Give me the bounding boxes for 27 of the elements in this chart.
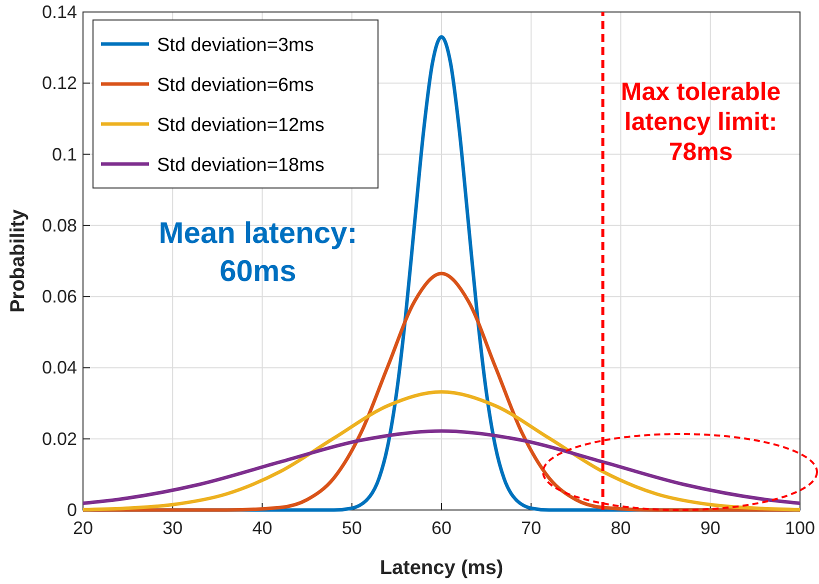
x-tick-label: 100 xyxy=(784,518,816,538)
x-tick-label: 30 xyxy=(162,518,183,538)
y-axis-title: Probability xyxy=(7,208,29,313)
annotation: Mean latency: 60ms xyxy=(158,217,358,288)
y-tick-label: 0.1 xyxy=(52,144,77,164)
ref-line-label: Max tolerable latency limit: 78ms xyxy=(620,78,781,166)
legend-label: Std deviation=6ms xyxy=(157,75,314,96)
legend-label: Std deviation=12ms xyxy=(157,115,324,136)
y-tick-label: 0.06 xyxy=(42,286,77,307)
y-tick-label: 0.02 xyxy=(42,428,77,449)
y-tick-label: 0.08 xyxy=(42,215,77,236)
x-tick-label: 80 xyxy=(610,518,631,538)
x-tick-label: 90 xyxy=(700,518,720,538)
x-tick-label: 60 xyxy=(431,518,452,538)
x-axis-title: Latency (ms) xyxy=(380,557,504,579)
y-tick-label: 0.14 xyxy=(42,2,77,22)
legend-label: Std deviation=3ms xyxy=(157,35,314,56)
x-tick-label: 20 xyxy=(72,518,94,538)
x-tick-label: 70 xyxy=(521,518,542,538)
line-series xyxy=(81,429,802,505)
y-tick-label: 0.12 xyxy=(42,73,77,94)
x-tick-label: 40 xyxy=(252,518,272,538)
x-tick-label: 50 xyxy=(342,518,362,538)
line-series xyxy=(81,390,802,512)
y-tick-label: 0.04 xyxy=(42,358,77,378)
legend-label: Std deviation=18ms xyxy=(157,155,324,176)
y-tick-label: 0 xyxy=(66,500,77,520)
